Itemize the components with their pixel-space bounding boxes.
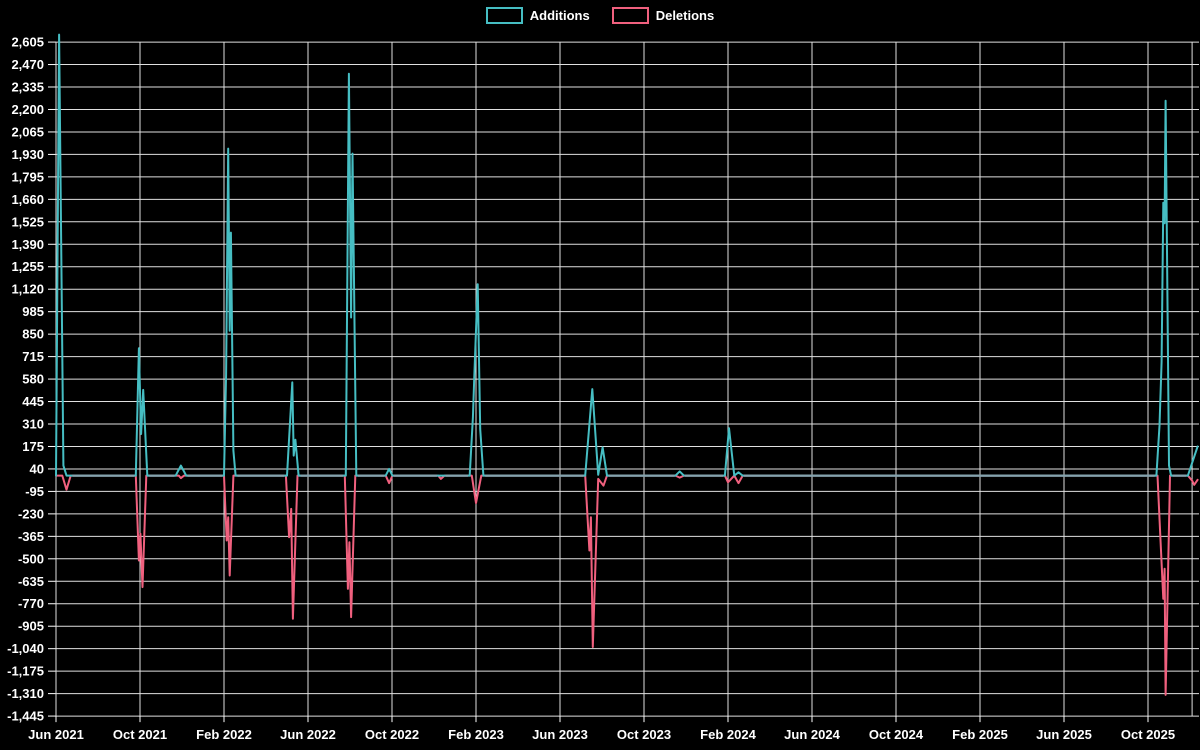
svg-text:-365: -365: [18, 529, 44, 544]
svg-text:2,200: 2,200: [11, 102, 44, 117]
legend-label-additions: Additions: [529, 8, 590, 23]
svg-text:Oct 2025: Oct 2025: [1121, 727, 1175, 742]
svg-text:Feb 2022: Feb 2022: [196, 727, 252, 742]
svg-text:310: 310: [22, 417, 44, 432]
svg-text:Feb 2025: Feb 2025: [952, 727, 1008, 742]
svg-text:850: 850: [22, 327, 44, 342]
svg-text:1,660: 1,660: [11, 192, 44, 207]
svg-text:985: 985: [22, 304, 44, 319]
svg-text:1,255: 1,255: [11, 259, 44, 274]
legend-item-deletions[interactable]: Deletions: [611, 7, 715, 24]
svg-text:715: 715: [22, 349, 44, 364]
deletions-swatch-icon: [611, 7, 649, 24]
svg-text:445: 445: [22, 394, 44, 409]
svg-text:-1,310: -1,310: [7, 686, 44, 701]
svg-text:-770: -770: [18, 596, 44, 611]
svg-text:-500: -500: [18, 551, 44, 566]
svg-text:Feb 2024: Feb 2024: [700, 727, 756, 742]
svg-text:Jun 2023: Jun 2023: [532, 727, 588, 742]
svg-text:-905: -905: [18, 619, 44, 634]
x-tick-marks: [55, 716, 1149, 723]
svg-text:-230: -230: [18, 506, 44, 521]
x-tick-labels: Jun 2021 Oct 2021 Feb 2022 Jun 2022 Oct 2022…: [28, 727, 1175, 742]
chart-legend: Additions Deletions: [0, 7, 1200, 24]
svg-text:175: 175: [22, 439, 44, 454]
svg-text:Oct 2021: Oct 2021: [113, 727, 167, 742]
svg-text:-635: -635: [18, 574, 44, 589]
deletions-line: [55, 474, 1199, 696]
svg-text:-95: -95: [25, 484, 44, 499]
svg-text:Oct 2024: Oct 2024: [869, 727, 924, 742]
svg-text:Jun 2025: Jun 2025: [1036, 727, 1092, 742]
svg-text:-1,040: -1,040: [7, 641, 44, 656]
y-tick-labels: 2,605 2,470 2,335 2,200 2,065 1,930 1,795 1,660…: [7, 35, 44, 724]
svg-text:Oct 2023: Oct 2023: [617, 727, 671, 742]
legend-label-deletions: Deletions: [655, 8, 715, 23]
svg-text:1,120: 1,120: [11, 282, 44, 297]
svg-text:Jun 2021: Jun 2021: [28, 727, 84, 742]
svg-text:1,795: 1,795: [11, 169, 44, 184]
svg-text:2,470: 2,470: [11, 57, 44, 72]
y-gridlines: [56, 41, 1199, 717]
additions-swatch-icon: [485, 7, 523, 24]
svg-text:2,335: 2,335: [11, 80, 44, 95]
svg-text:-1,175: -1,175: [7, 664, 44, 679]
svg-text:-1,445: -1,445: [7, 709, 44, 724]
legend-item-additions[interactable]: Additions: [485, 7, 590, 24]
svg-text:Jun 2022: Jun 2022: [280, 727, 336, 742]
x-gridlines: [55, 42, 1149, 717]
svg-text:Jun 2024: Jun 2024: [784, 727, 840, 742]
svg-text:1,390: 1,390: [11, 237, 44, 252]
additions-line: [55, 33, 1199, 477]
svg-text:1,930: 1,930: [11, 147, 44, 162]
y-tick-marks: [48, 41, 56, 717]
svg-text:Oct 2022: Oct 2022: [365, 727, 419, 742]
svg-text:1,525: 1,525: [11, 214, 44, 229]
svg-text:2,605: 2,605: [11, 35, 44, 50]
svg-text:Feb 2023: Feb 2023: [448, 727, 504, 742]
svg-text:580: 580: [22, 372, 44, 387]
svg-text:2,065: 2,065: [11, 124, 44, 139]
svg-text:40: 40: [30, 461, 44, 476]
